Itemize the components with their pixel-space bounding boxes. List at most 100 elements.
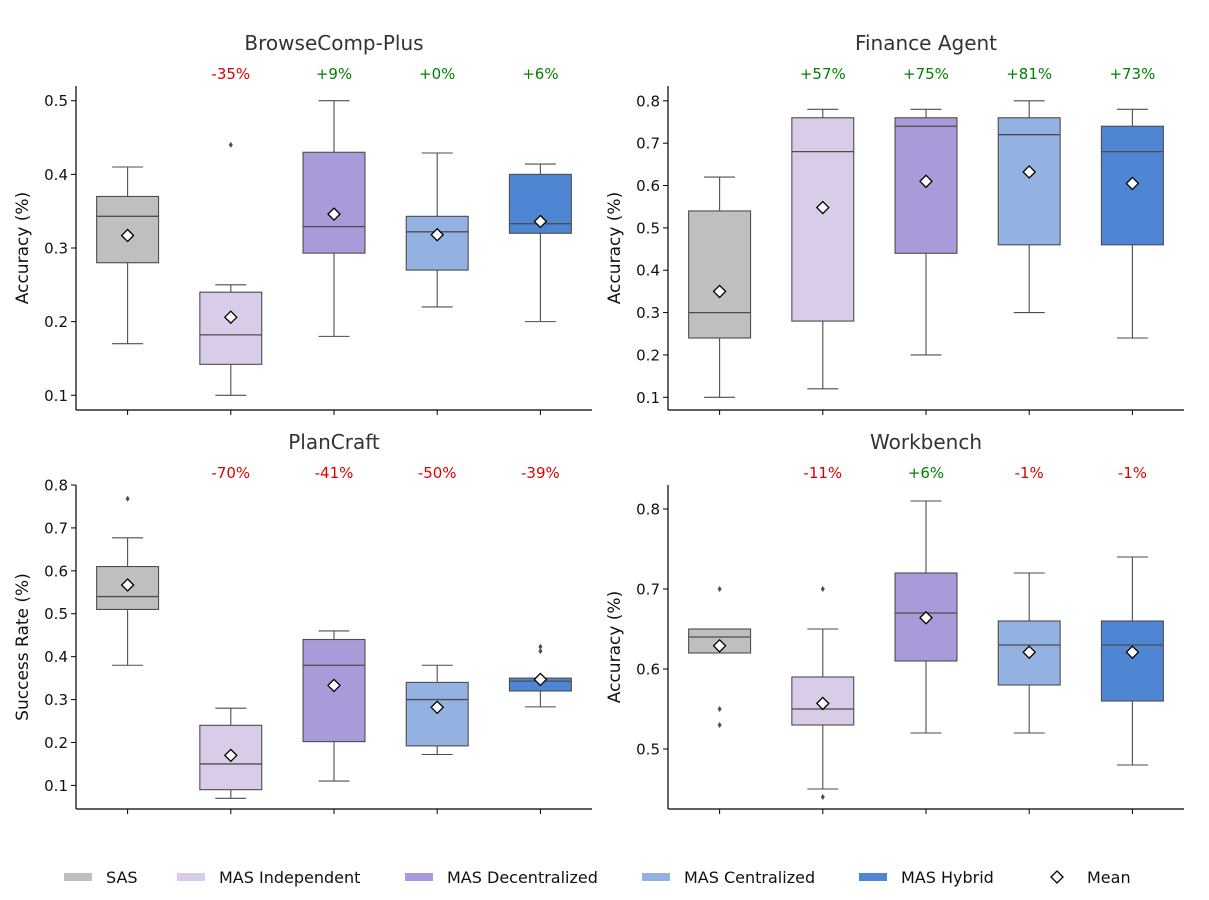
- y-axis-label: Accuracy (%): [13, 192, 33, 304]
- y-tick-label: 0.4: [44, 648, 68, 666]
- y-tick-label: 0.8: [636, 501, 660, 519]
- y-tick-label: 0.1: [636, 389, 660, 407]
- box-mas-independent: -35%: [199, 65, 263, 415]
- delta-label: -70%: [211, 464, 250, 482]
- outlier-point: [717, 722, 722, 728]
- box-body: [302, 151, 366, 254]
- mean-marker: [919, 174, 933, 189]
- delta-label: -1%: [1118, 464, 1147, 482]
- chart-title: Finance Agent: [855, 31, 997, 55]
- chart-title: PlanCraft: [288, 430, 380, 454]
- y-tick-label: 0.2: [636, 346, 660, 364]
- box-body: [1100, 620, 1164, 702]
- mean-marker: [327, 678, 341, 693]
- y-tick-label: 0.6: [44, 562, 68, 580]
- delta-label: -1%: [1015, 464, 1044, 482]
- mean-marker: [1022, 645, 1037, 660]
- y-tick-label: 0.5: [44, 605, 68, 623]
- y-tick-label: 0.1: [44, 777, 68, 795]
- outlier-point: [228, 141, 233, 148]
- mean-marker: [533, 672, 548, 687]
- box-mas-centralized: +0%: [405, 65, 469, 415]
- mean-marker: [327, 207, 341, 222]
- y-tick-label: 0.2: [44, 734, 68, 752]
- box-mas-decentralized: +75%: [894, 65, 958, 415]
- mean-marker: [815, 696, 830, 711]
- box-body: [405, 215, 469, 271]
- y-tick-label: 0.4: [636, 262, 660, 280]
- outlier-point: [820, 794, 825, 800]
- outlier-point: [125, 495, 130, 502]
- box-sas: [96, 166, 160, 415]
- delta-label: -50%: [418, 464, 457, 482]
- delta-label: +73%: [1109, 65, 1155, 83]
- box-mas-decentralized: -41%: [302, 464, 366, 814]
- y-tick-label: 0.8: [44, 477, 68, 495]
- box-mas-hybrid: +73%: [1100, 65, 1164, 415]
- delta-label: +6%: [522, 65, 558, 83]
- chart-panel-4: Workbench Accuracy (%) 0.5 0.6 0.7 0.8 -11% +6%…: [605, 430, 1184, 814]
- box-mas-decentralized: +6%: [894, 464, 958, 814]
- y-tick-label: 0.6: [636, 661, 660, 679]
- y-axis-label: Success Rate (%): [13, 573, 33, 721]
- y-tick-label: 0.7: [636, 135, 660, 153]
- legend-mean-label: Mean: [1087, 868, 1131, 887]
- box-mas-hybrid: +6%: [508, 65, 572, 415]
- outlier-point: [820, 586, 825, 592]
- chart-panel-1: BrowseComp-Plus Accuracy (%) 0.1 0.2 0.3 0.4 0…: [13, 31, 592, 415]
- chart-panel-2: Finance Agent Accuracy (%) 0.1 0.2 0.3 0.4 0.5…: [605, 31, 1184, 415]
- legend-swatch: [405, 873, 433, 881]
- outlier-point: [538, 648, 543, 655]
- chart-panels: BrowseComp-Plus Accuracy (%) 0.1 0.2 0.3 0.4 0…: [13, 31, 1184, 814]
- chart-title: BrowseComp-Plus: [244, 31, 423, 55]
- delta-label: +75%: [903, 65, 949, 83]
- mean-marker: [120, 228, 135, 243]
- y-tick-label: 0.3: [44, 691, 68, 709]
- mean-marker: [1125, 176, 1140, 191]
- delta-label: +6%: [908, 464, 944, 482]
- mean-marker: [815, 200, 830, 215]
- box-body: [688, 210, 752, 339]
- box-mas-independent: -70%: [199, 464, 263, 814]
- box-sas: [688, 176, 752, 415]
- box-sas: [96, 495, 160, 814]
- legend-label: SAS: [106, 868, 138, 887]
- mean-marker: [919, 610, 933, 625]
- y-tick-label: 0.5: [636, 219, 660, 237]
- y-tick-label: 0.2: [44, 313, 68, 331]
- box-body: [791, 117, 855, 322]
- legend-label: MAS Hybrid: [901, 868, 994, 887]
- box-mas-centralized: +81%: [997, 65, 1061, 415]
- y-tick-label: 0.6: [636, 177, 660, 195]
- y-tick-label: 0.1: [44, 387, 68, 405]
- y-tick-label: 0.5: [44, 92, 68, 110]
- mean-marker: [533, 214, 548, 229]
- legend-swatch: [177, 873, 205, 881]
- delta-label: +9%: [316, 65, 352, 83]
- box-mas-centralized: -50%: [405, 464, 469, 814]
- mean-marker: [223, 310, 238, 325]
- delta-label: +0%: [419, 65, 455, 83]
- mean-marker: [712, 638, 727, 653]
- box-body: [997, 117, 1061, 246]
- mean-marker: [430, 700, 445, 715]
- mean-marker: [223, 748, 238, 763]
- legend-swatch: [859, 873, 887, 881]
- y-tick-label: 0.3: [44, 240, 68, 258]
- y-tick-label: 0.7: [44, 519, 68, 537]
- y-tick-label: 0.3: [636, 304, 660, 322]
- y-tick-label: 0.5: [636, 741, 660, 759]
- box-sas: [688, 586, 752, 814]
- delta-label: -11%: [803, 464, 842, 482]
- legend: SAS MAS Independent MAS Decentralized MAS C…: [64, 868, 1131, 887]
- mean-marker: [120, 578, 135, 592]
- legend-label: MAS Independent: [219, 868, 360, 887]
- delta-label: -39%: [521, 464, 560, 482]
- box-mas-decentralized: +9%: [302, 65, 366, 415]
- chart-panel-3: PlanCraft Success Rate (%) 0.1 0.2 0.3 0.4 0.5…: [13, 430, 592, 814]
- outlier-point: [538, 643, 543, 650]
- mean-marker: [1125, 645, 1140, 660]
- y-tick-label: 0.4: [44, 166, 68, 184]
- legend-swatch: [642, 873, 670, 881]
